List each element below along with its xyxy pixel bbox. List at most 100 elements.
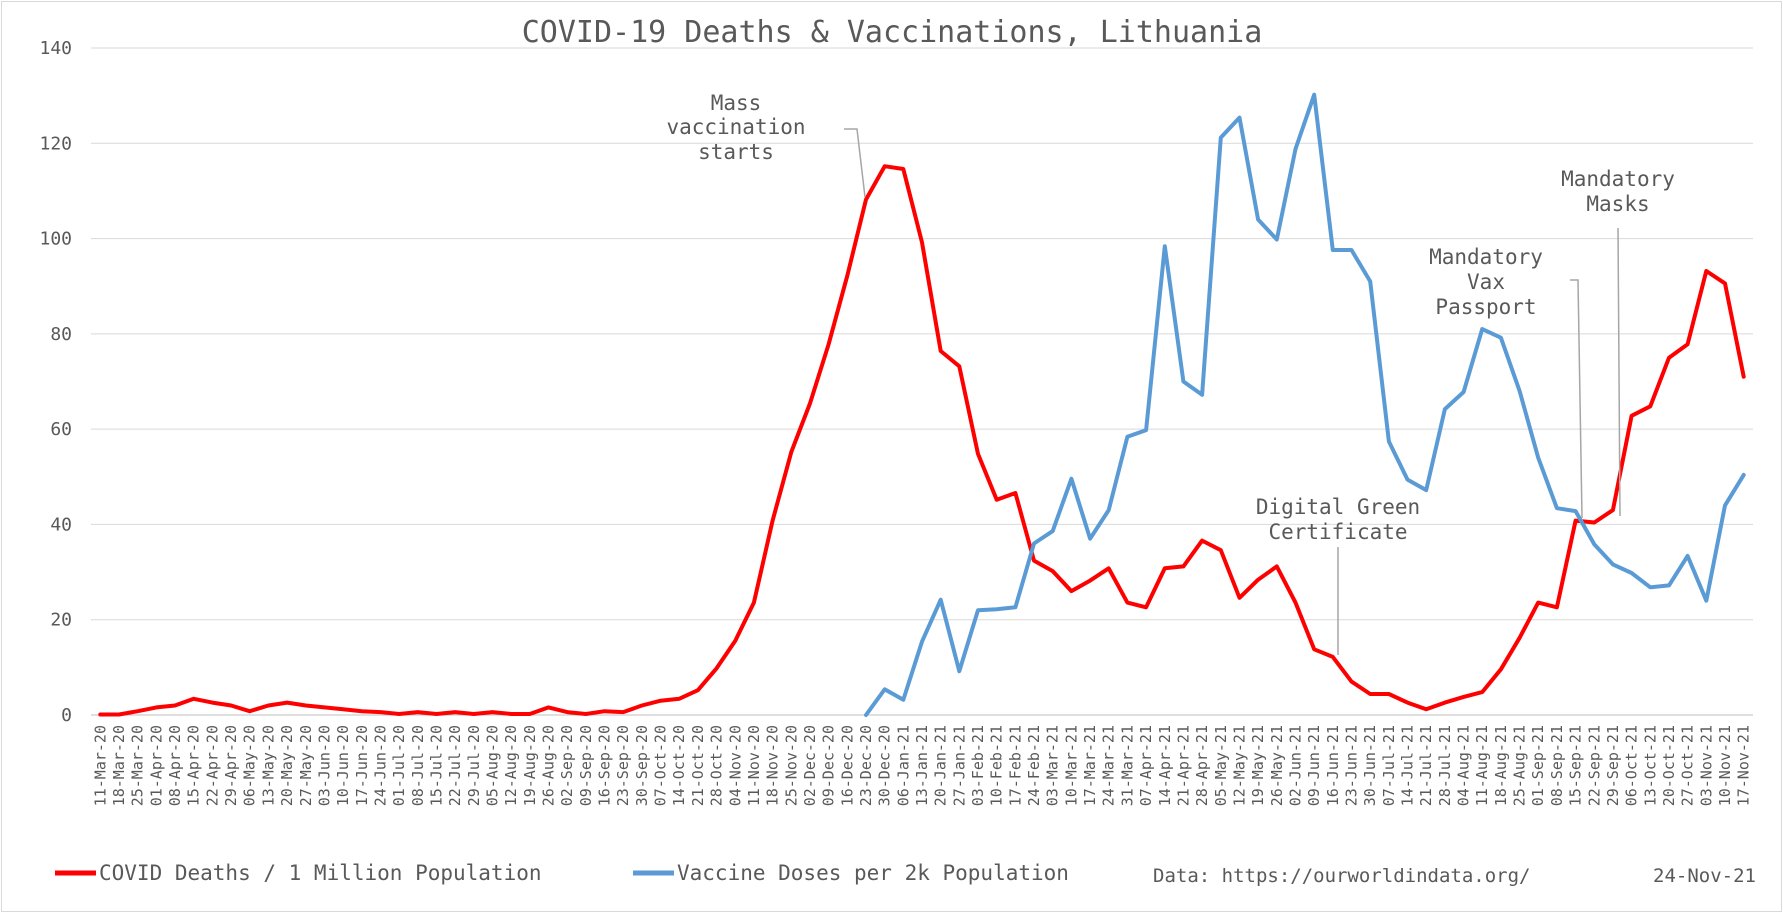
data-point [1593,522,1595,523]
x-tick-label: 24-Jun-20 [371,725,389,806]
data-point [809,402,811,404]
data-point [1537,602,1539,604]
data-point [1313,648,1315,650]
x-tick-label: 03-Feb-21 [969,725,987,806]
x-tick-label: 13-Oct-21 [1641,725,1659,806]
data-point [1463,391,1465,393]
x-tick-label: 17-Feb-21 [1006,725,1024,806]
data-point [1575,520,1577,522]
x-tick-label: 13-Jan-21 [913,725,931,806]
annotation-text: Mass [711,91,762,115]
x-tick-label: 11-Mar-20 [91,725,109,806]
x-tick-label: 09-Dec-20 [820,725,838,806]
data-point [1089,580,1091,582]
x-tick-label: 22-Apr-20 [203,725,221,806]
data-point [865,714,867,716]
x-tick-label: 28-Apr-21 [1193,725,1211,806]
data-point [772,520,774,522]
data-point [716,667,718,669]
x-tick-label: 22-Jul-20 [446,725,464,806]
y-tick-label: 140 [39,38,72,59]
data-point [996,608,998,610]
x-tick-label: 19-May-21 [1249,725,1267,806]
source-label: Data: https://ourworldindata.org/ [1153,865,1531,887]
annotation-text: Passport [1435,295,1536,319]
data-point [1070,478,1072,480]
x-tick-label: 16-Jun-21 [1324,725,1342,806]
data-point [1425,708,1427,710]
legend: COVID Deaths / 1 Million Population Vacc… [55,861,1756,887]
data-point [174,705,176,706]
data-point [1126,602,1128,604]
data-point [1705,600,1707,602]
data-point [1481,691,1483,693]
x-tick-label: 07-Oct-20 [652,725,670,806]
data-point [1593,543,1595,545]
data-point [510,713,512,715]
data-point [1182,381,1184,382]
data-point [734,640,736,642]
data-point [1668,357,1670,359]
data-point [1743,474,1745,476]
x-tick-label: 21-Apr-21 [1174,725,1192,806]
data-point [1519,637,1521,639]
data-point [1351,249,1352,251]
x-tick-label: 27-Oct-21 [1679,725,1697,806]
data-point [1612,563,1614,565]
x-tick-label: 15-Sep-21 [1567,725,1585,806]
data-point [846,275,848,277]
x-tick-label: 14-Apr-21 [1156,725,1174,806]
x-tick-label: 10-Jun-20 [334,725,352,806]
data-point [1201,540,1203,542]
x-tick-label: 21-Jul-21 [1417,725,1435,806]
y-tick-label: 100 [39,229,72,250]
x-tick-label: 16-Dec-20 [838,725,856,806]
legend-label-vaccines: Vaccine Doses per 2k Population [677,861,1069,885]
data-point [1687,555,1689,557]
data-point [921,641,923,643]
data-point [305,705,307,706]
data-point [1052,570,1054,572]
data-point [865,199,867,200]
x-tick-label: 28-Jul-21 [1436,725,1454,806]
x-tick-label: 03-Mar-21 [1044,725,1062,806]
x-tick-label: 06-Oct-21 [1623,725,1641,806]
x-tick-label: 08-Sep-21 [1548,725,1566,806]
data-point [1070,590,1072,592]
x-tick-label: 18-Aug-21 [1492,725,1510,806]
data-point [884,688,886,690]
annotation-text: Certificate [1268,520,1407,544]
data-point [1425,489,1427,491]
data-point [99,714,101,715]
data-point [1276,239,1278,240]
x-tick-label: 17-Jun-20 [353,725,371,806]
gridlines [91,47,1753,716]
x-tick-label: 15-Jul-20 [427,725,445,806]
data-point [473,713,475,715]
x-tick-label: 26-Aug-20 [540,725,558,806]
x-tick-label: 15-Apr-20 [185,725,203,806]
x-tick-label: 08-Apr-20 [166,725,184,806]
x-tick-label: 17-Mar-21 [1081,725,1099,806]
data-point [1182,565,1184,567]
data-point [342,708,344,710]
x-tick-label: 12-May-21 [1230,725,1248,806]
data-point [585,713,587,715]
data-point [977,453,979,455]
data-point [566,711,568,713]
data-point [137,710,139,712]
data-point [1575,510,1577,512]
data-point [286,702,288,704]
data-point [660,700,662,702]
annotation-text: vaccination [666,115,805,139]
data-point [1033,560,1035,562]
data-point [1276,565,1278,567]
x-tick-label: 14-Jul-21 [1399,725,1417,806]
data-point [753,602,755,604]
annotation-text: Digital Green [1256,495,1420,519]
data-point [921,241,923,243]
x-tick-label: 11-Aug-21 [1473,725,1491,806]
x-tick-label: 25-Mar-20 [129,725,147,806]
y-tick-label: 20 [50,610,72,631]
